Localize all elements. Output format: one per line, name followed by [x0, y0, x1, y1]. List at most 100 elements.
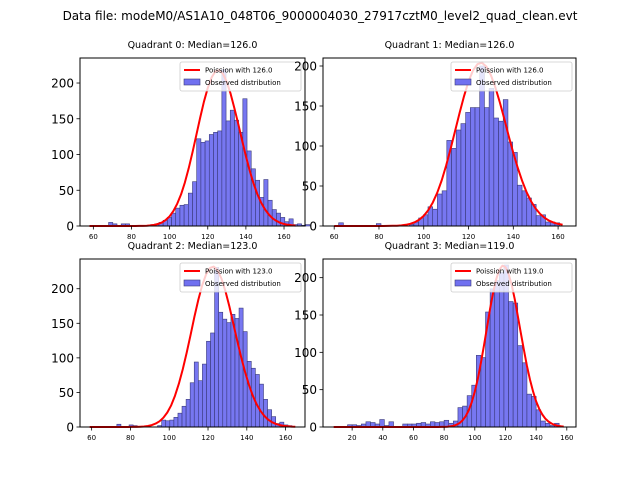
x-tick-label: 140: [507, 233, 520, 241]
subplot-quadrant-3: Quadrant 3: Median=119.0 0 50 100 150 200 20 40…: [294, 241, 577, 442]
histogram-bar: [188, 192, 193, 227]
histogram-bar: [465, 112, 471, 227]
histogram-bar: [222, 318, 228, 428]
histogram-bar: [225, 120, 231, 227]
histogram-bar: [218, 311, 224, 428]
legend-bar-swatch: [183, 279, 201, 287]
histogram-bar: [161, 419, 167, 428]
x-tick-label: 60: [409, 434, 418, 442]
y-tick-label: 0: [66, 220, 74, 234]
legend-label-observed: Observed distribution: [476, 79, 552, 87]
y-tick-label: 200: [294, 60, 317, 74]
legend-label-observed: Observed distribution: [205, 280, 281, 288]
histogram-bar: [234, 119, 239, 227]
x-tick-label: 160: [277, 233, 290, 241]
y-tick-label: 100: [51, 351, 74, 365]
histogram-bar: [200, 142, 206, 227]
histogram-bar: [517, 184, 523, 227]
histogram-bar: [535, 215, 542, 227]
histogram-bar: [484, 107, 490, 227]
histogram-bar: [255, 179, 260, 227]
y-tick-label: 150: [51, 317, 74, 331]
subplot-title: Quadrant 1: Median=126.0: [385, 40, 515, 51]
histogram-bar: [189, 382, 195, 428]
histogram-bar: [517, 345, 523, 428]
histogram-bar: [432, 208, 438, 227]
subplot-quadrant-1: Quadrant 1: Median=126.0 0 50 100 150 200 60 80…: [294, 40, 577, 241]
histogram-bar: [512, 302, 519, 428]
legend-label-poisson: Poission with 123.0: [205, 268, 273, 276]
histogram-bar: [507, 141, 513, 227]
legend-label-poisson: Poission with 119.0: [476, 268, 544, 276]
subplot-title: Quadrant 3: Median=119.0: [385, 241, 515, 252]
histogram-bar: [460, 123, 466, 227]
histogram-bar: [441, 190, 448, 227]
histogram-bar: [173, 417, 179, 428]
histogram-bar: [488, 88, 495, 227]
x-tick-label: 160: [279, 434, 292, 442]
y-tick-label: 150: [294, 309, 317, 323]
histogram-bar: [229, 109, 235, 227]
subplot-quadrant-0: Quadrant 0: Median=126.0 0 50 100 150 200 60 80…: [51, 40, 311, 241]
x-tick-label: 80: [126, 434, 135, 442]
histogram-bar: [181, 405, 187, 428]
x-tick-label: 100: [163, 434, 176, 442]
histogram-bar: [526, 393, 532, 428]
x-tick-label: 100: [468, 434, 481, 442]
histogram-bar: [540, 420, 546, 428]
histogram-bar: [198, 380, 203, 428]
legend-bar-swatch: [183, 78, 201, 86]
x-tick-label: 20: [348, 434, 357, 442]
y-tick-label: 150: [294, 100, 317, 114]
legend: Poission with 123.0 Observed distribution: [179, 262, 302, 293]
x-tick-label: 140: [239, 233, 252, 241]
x-tick-label: 60: [87, 434, 96, 442]
x-tick-label: 120: [462, 233, 475, 241]
histogram-bar: [175, 207, 181, 227]
axes-frame: [322, 57, 577, 227]
histogram-bar: [169, 419, 175, 428]
histogram-bar: [379, 419, 385, 428]
histogram-bar: [204, 140, 210, 227]
histogram-bar: [217, 130, 223, 227]
histogram-bar: [208, 134, 214, 227]
y-tick-label: 50: [302, 383, 317, 397]
histogram-bar: [522, 362, 528, 428]
x-tick-label: 80: [375, 233, 384, 241]
histogram-bar: [226, 322, 232, 428]
histogram-bar: [238, 132, 244, 227]
y-tick-label: 200: [51, 77, 74, 91]
histogram-bar: [545, 422, 551, 428]
axes-frame: [322, 258, 577, 428]
histogram-bar: [545, 221, 551, 227]
histogram-bar: [185, 399, 191, 428]
x-tick-label: 140: [529, 434, 542, 442]
legend-box: [179, 61, 302, 92]
x-tick-label: 60: [330, 233, 339, 241]
legend-bar-swatch: [454, 78, 472, 86]
histogram-bar: [480, 357, 486, 428]
x-tick-label: 100: [163, 233, 176, 241]
x-tick-label: 120: [201, 434, 214, 442]
histogram-bar: [263, 399, 268, 428]
y-tick-label: 0: [66, 421, 74, 435]
y-tick-label: 100: [294, 346, 317, 360]
y-tick-label: 50: [59, 184, 74, 198]
histogram-bar: [508, 301, 514, 428]
y-tick-label: 200: [294, 271, 317, 285]
histogram-bar: [276, 212, 281, 227]
legend: Poission with 126.0 Observed distribution: [179, 61, 302, 92]
legend-label-observed: Observed distribution: [205, 79, 281, 87]
histogram-bar: [498, 120, 504, 227]
x-tick-label: 100: [417, 233, 430, 241]
x-tick-label: 80: [440, 434, 449, 442]
histogram-bar: [493, 117, 499, 227]
x-tick-label: 60: [89, 233, 98, 241]
subplot-title: Quadrant 0: Median=126.0: [128, 40, 258, 51]
subplot-title: Quadrant 2: Median=123.0: [128, 241, 258, 252]
y-tick-label: 0: [309, 220, 317, 234]
legend-box: [450, 61, 573, 92]
histogram-bar: [259, 383, 264, 428]
x-tick-label: 80: [127, 233, 136, 241]
